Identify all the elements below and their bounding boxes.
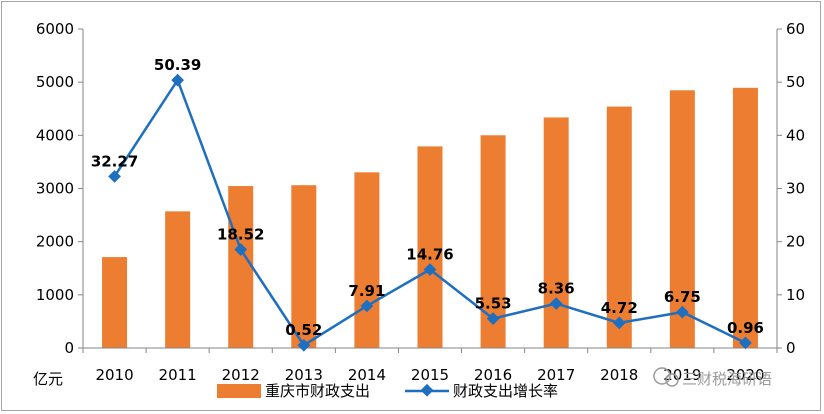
bar-2019 [669, 90, 695, 348]
x-axis-ticks: 2010 2011 2012 2013 2014 2015 2016 2017 2018 2019… [82, 348, 778, 384]
x-tick-label: 2014 [348, 366, 386, 384]
watermark: 三财税海研语 [653, 367, 772, 388]
x-tick-label: 2017 [537, 366, 575, 384]
data-label-2010: 32.27 [91, 152, 138, 170]
right-axis-ticks: 0 10 20 30 40 50 60 [777, 20, 805, 357]
data-label-2018: 4.72 [601, 299, 638, 317]
bar-2018 [606, 106, 632, 349]
bar-2011 [165, 211, 191, 348]
bar-2010 [102, 257, 128, 348]
bar-2012 [228, 186, 254, 348]
bar-2015 [417, 146, 443, 348]
left-tick-label: 5000 [36, 73, 74, 91]
left-axis-ticks: 0 1000 2000 3000 4000 5000 6000 [36, 20, 83, 357]
x-tick-label: 2010 [95, 366, 133, 384]
left-tick-label: 2000 [36, 233, 74, 251]
point-2014 [360, 299, 374, 313]
data-label-2019: 6.75 [664, 288, 701, 306]
data-label-2020: 0.96 [727, 319, 764, 337]
data-label-2017: 8.36 [538, 280, 575, 298]
point-2013 [297, 338, 311, 352]
watermark-text: 三财税海研语 [682, 370, 772, 388]
point-2011 [171, 73, 185, 87]
right-tick-label: 10 [786, 286, 805, 304]
left-tick-label: 1000 [36, 286, 74, 304]
point-2016 [486, 312, 500, 325]
data-label-2011: 50.39 [154, 56, 201, 74]
right-tick-label: 40 [786, 126, 805, 144]
bar-2020 [732, 87, 758, 348]
data-label-2012: 18.52 [217, 226, 264, 244]
left-tick-label: 3000 [36, 180, 74, 198]
legend-label-bar: 重庆市财政支出 [265, 382, 370, 400]
legend-swatch-marker [420, 383, 434, 397]
x-tick-label: 2016 [474, 366, 512, 384]
line-data-labels: 32.27 50.39 18.52 0.52 7.91 14.76 5.53 8.36 4.72… [91, 56, 764, 339]
x-tick-label: 2020 [726, 366, 764, 384]
data-label-2013: 0.52 [285, 321, 322, 339]
legend: 重庆市财政支出 财政支出增长率 [217, 382, 558, 400]
wechat-icon-bubble [665, 373, 679, 387]
x-tick-label: 2018 [600, 366, 638, 384]
data-label-2014: 7.91 [348, 282, 385, 300]
legend-swatch-bar [217, 384, 261, 398]
x-tick-label: 2019 [663, 366, 701, 384]
bar-2013 [291, 185, 317, 348]
x-tick-label: 2015 [411, 366, 449, 384]
bar-2014 [354, 172, 380, 348]
right-tick-label: 20 [786, 233, 805, 251]
left-axis-unit: 亿元 [33, 370, 63, 388]
bar-series [102, 87, 758, 349]
legend-label-line: 财政支出增长率 [453, 382, 558, 400]
right-tick-label: 0 [786, 339, 796, 357]
left-tick-label: 6000 [36, 20, 74, 38]
point-2010 [108, 170, 121, 183]
point-2012 [234, 243, 248, 256]
x-tick-label: 2012 [222, 366, 260, 384]
x-tick-label: 2011 [159, 366, 197, 384]
data-label-2015: 14.76 [406, 246, 453, 264]
point-2015 [423, 263, 437, 276]
left-tick-label: 4000 [36, 126, 74, 144]
x-tick-label: 2013 [285, 366, 323, 384]
bar-2017 [543, 117, 569, 348]
right-tick-label: 60 [786, 20, 805, 38]
right-tick-label: 50 [786, 73, 805, 91]
right-tick-label: 30 [786, 180, 805, 198]
left-tick-label: 0 [64, 339, 74, 357]
wechat-icon [653, 367, 671, 385]
data-label-2016: 5.53 [475, 295, 512, 313]
